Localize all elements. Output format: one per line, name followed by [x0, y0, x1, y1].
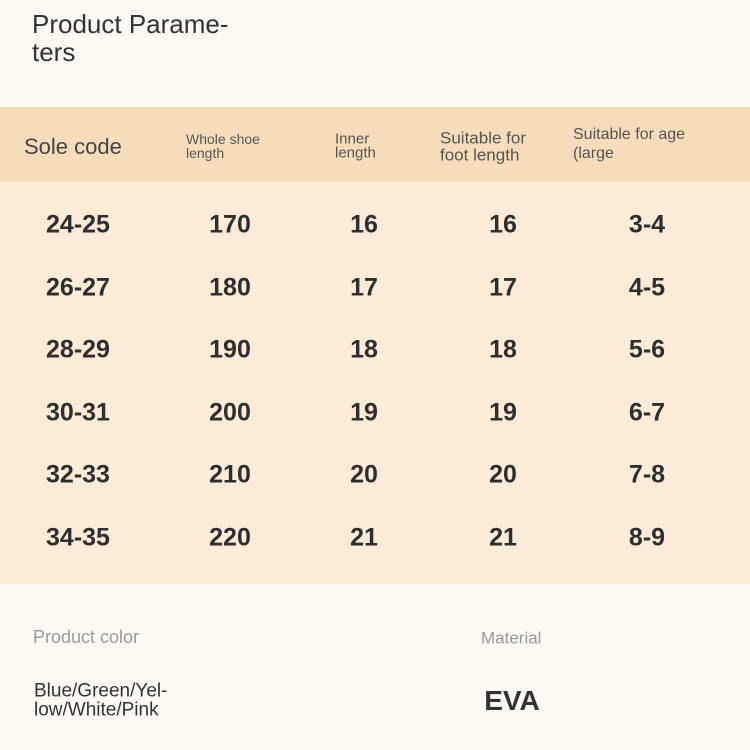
- table-cell: 26-27: [46, 273, 110, 302]
- column-header: length: [186, 145, 225, 161]
- column-header: (large: [573, 145, 614, 162]
- table-header-band: [0, 107, 750, 182]
- table-cell: 18: [489, 335, 517, 364]
- table-cell: 180: [209, 273, 251, 302]
- table-body-band: [0, 182, 750, 584]
- table-cell: 21: [489, 523, 517, 552]
- table-cell: 30-31: [46, 398, 110, 427]
- column-header: length: [335, 144, 376, 162]
- table-cell: 190: [209, 335, 251, 364]
- table-cell: 20: [489, 460, 517, 489]
- column-header: Inner: [335, 130, 370, 148]
- column-header: Suitable for age: [573, 126, 686, 143]
- title: Product Parame-: [32, 9, 229, 39]
- table-cell: 220: [209, 523, 251, 552]
- table-cell: 20: [350, 460, 378, 489]
- title: ters: [32, 37, 76, 67]
- table-cell: 210: [209, 460, 251, 489]
- table-cell: 18: [350, 335, 378, 364]
- table-cell: 17: [489, 273, 517, 302]
- column-header: Whole shoe: [186, 131, 260, 147]
- table-cell: 28-29: [46, 335, 110, 364]
- table-cell: 16: [350, 210, 378, 239]
- table-cell: 6-7: [628, 398, 666, 427]
- table-cell: 200: [209, 398, 251, 427]
- table-cell: 19: [489, 398, 517, 427]
- material-value: EVA: [484, 685, 540, 716]
- table-cell: 16: [489, 210, 517, 239]
- table-cell: 4-5: [628, 273, 666, 302]
- table-cell: 21: [350, 523, 378, 552]
- table-cell: 8-9: [628, 523, 666, 552]
- color-value: Blue/Green/Yel-: [34, 680, 168, 702]
- table-cell: 34-35: [46, 523, 110, 552]
- column-header: Suitable for: [440, 128, 526, 148]
- column-header: Sole code: [24, 134, 122, 159]
- color-label: Product color: [33, 627, 140, 647]
- table-cell: 24-25: [46, 210, 110, 239]
- table-cell: 7-8: [628, 460, 666, 489]
- table-cell: 19: [350, 398, 378, 427]
- column-header: foot length: [440, 145, 520, 165]
- table-cell: 5-6: [628, 335, 666, 364]
- table-cell: 3-4: [628, 210, 666, 239]
- table-cell: 17: [350, 273, 378, 302]
- table-cell: 170: [209, 210, 251, 239]
- color-value: low/White/Pink: [34, 699, 159, 721]
- material-label: Material: [481, 628, 542, 648]
- table-cell: 32-33: [46, 460, 110, 489]
